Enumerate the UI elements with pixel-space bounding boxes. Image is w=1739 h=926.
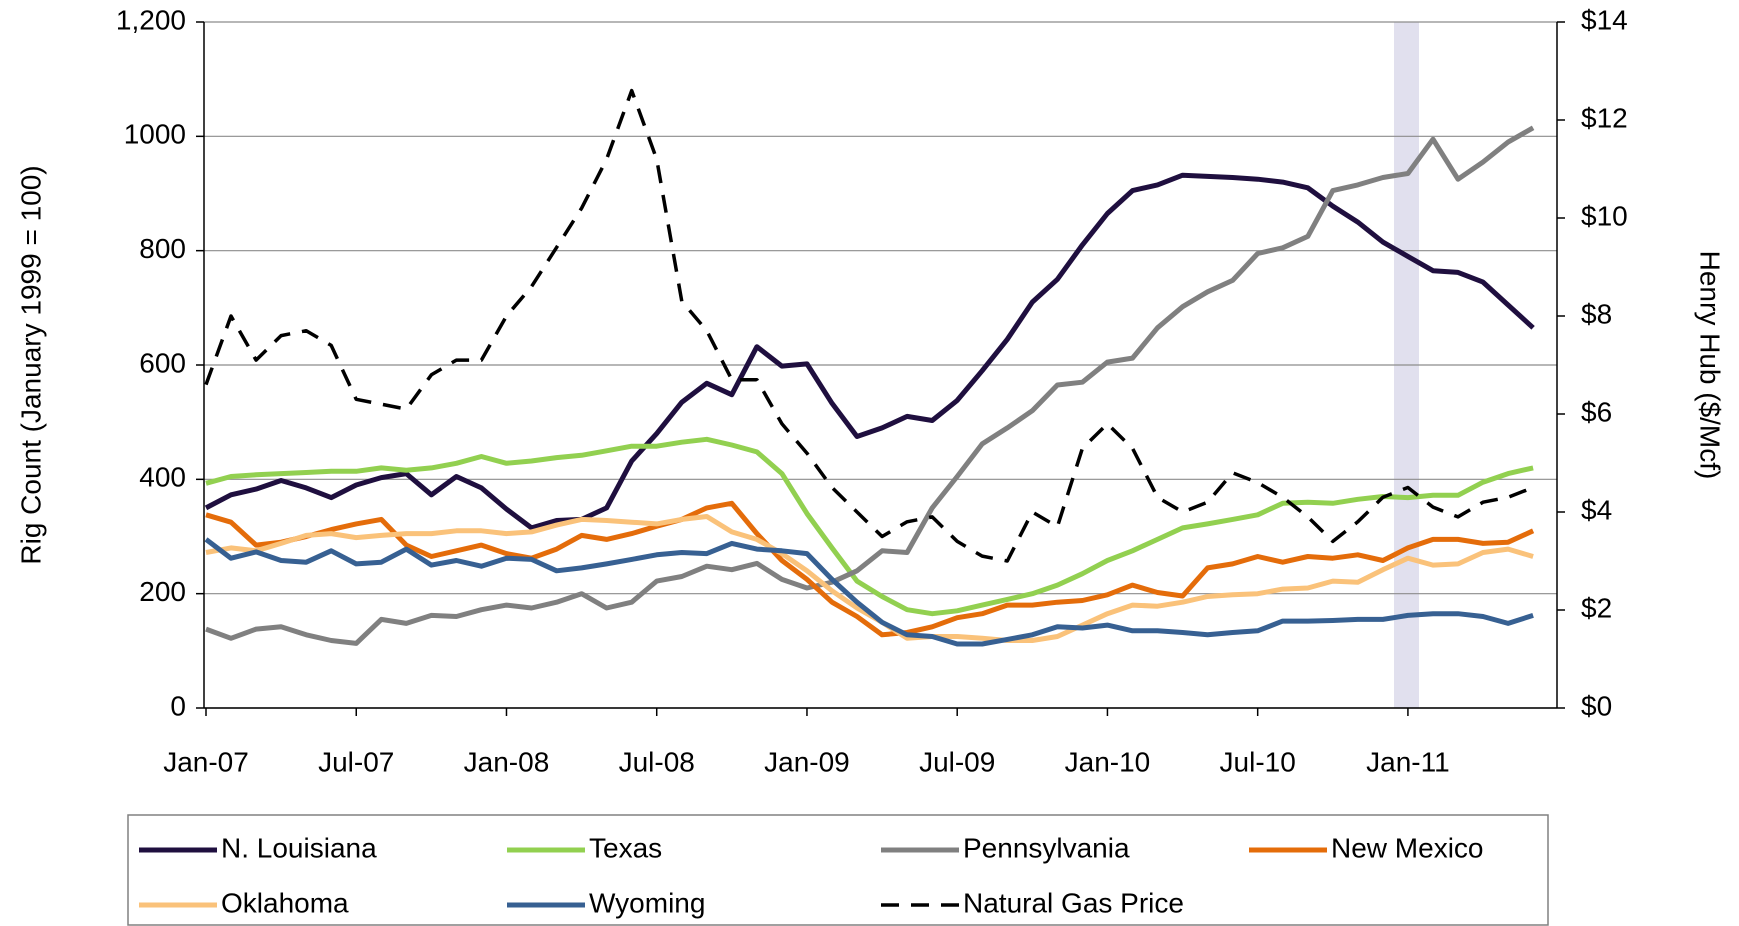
y-tick-label: 600 <box>139 347 186 378</box>
y2-tick-label: $10 <box>1581 200 1628 231</box>
legend-label: Texas <box>589 832 662 863</box>
legend-label: Oklahoma <box>221 887 349 918</box>
legend-box <box>127 814 1549 926</box>
x-tick-label: Jan-11 <box>1366 746 1450 777</box>
y2-tick-label: $0 <box>1581 690 1612 721</box>
x-tick-label: Jan-10 <box>1065 746 1151 777</box>
legend-label: Wyoming <box>589 887 705 918</box>
y-axis-label: Rig Count (January 1999 = 100) <box>15 165 46 564</box>
y2-tick-label: $2 <box>1581 592 1612 623</box>
y-tick-label: 1000 <box>124 119 186 150</box>
x-tick-label: Jul-07 <box>318 746 394 777</box>
y2-tick-label: $12 <box>1581 102 1628 133</box>
x-tick-label: Jan-09 <box>764 746 850 777</box>
y-tick-label: 0 <box>170 690 186 721</box>
x-tick-label: Jan-08 <box>464 746 550 777</box>
y2-tick-label: $4 <box>1581 494 1612 525</box>
y-tick-label: 800 <box>139 233 186 264</box>
series-line <box>205 436 1534 617</box>
legend-label: Pennsylvania <box>963 832 1130 863</box>
legend-label: New Mexico <box>1331 832 1483 863</box>
y-tick-label: 400 <box>139 462 186 493</box>
x-tick-label: Jul-10 <box>1220 746 1296 777</box>
series-line <box>205 125 1535 646</box>
y2-tick-label: $14 <box>1581 4 1628 35</box>
y2-tick-label: $8 <box>1581 298 1612 329</box>
y-tick-label: 1,200 <box>116 4 186 35</box>
x-tick-label: Jul-09 <box>919 746 995 777</box>
y-tick-label: 200 <box>139 576 186 607</box>
series-line <box>204 88 1534 563</box>
x-tick-label: Jul-08 <box>619 746 695 777</box>
series-line <box>204 537 1534 647</box>
legend-label: Natural Gas Price <box>963 887 1184 918</box>
y2-tick-label: $6 <box>1581 396 1612 427</box>
series-line <box>205 500 1535 638</box>
series-line <box>204 172 1535 531</box>
y2-axis-label: Henry Hub ($/Mcf) <box>1695 251 1726 480</box>
x-tick-label: Jan-07 <box>163 746 249 777</box>
legend-label: N. Louisiana <box>221 832 377 863</box>
